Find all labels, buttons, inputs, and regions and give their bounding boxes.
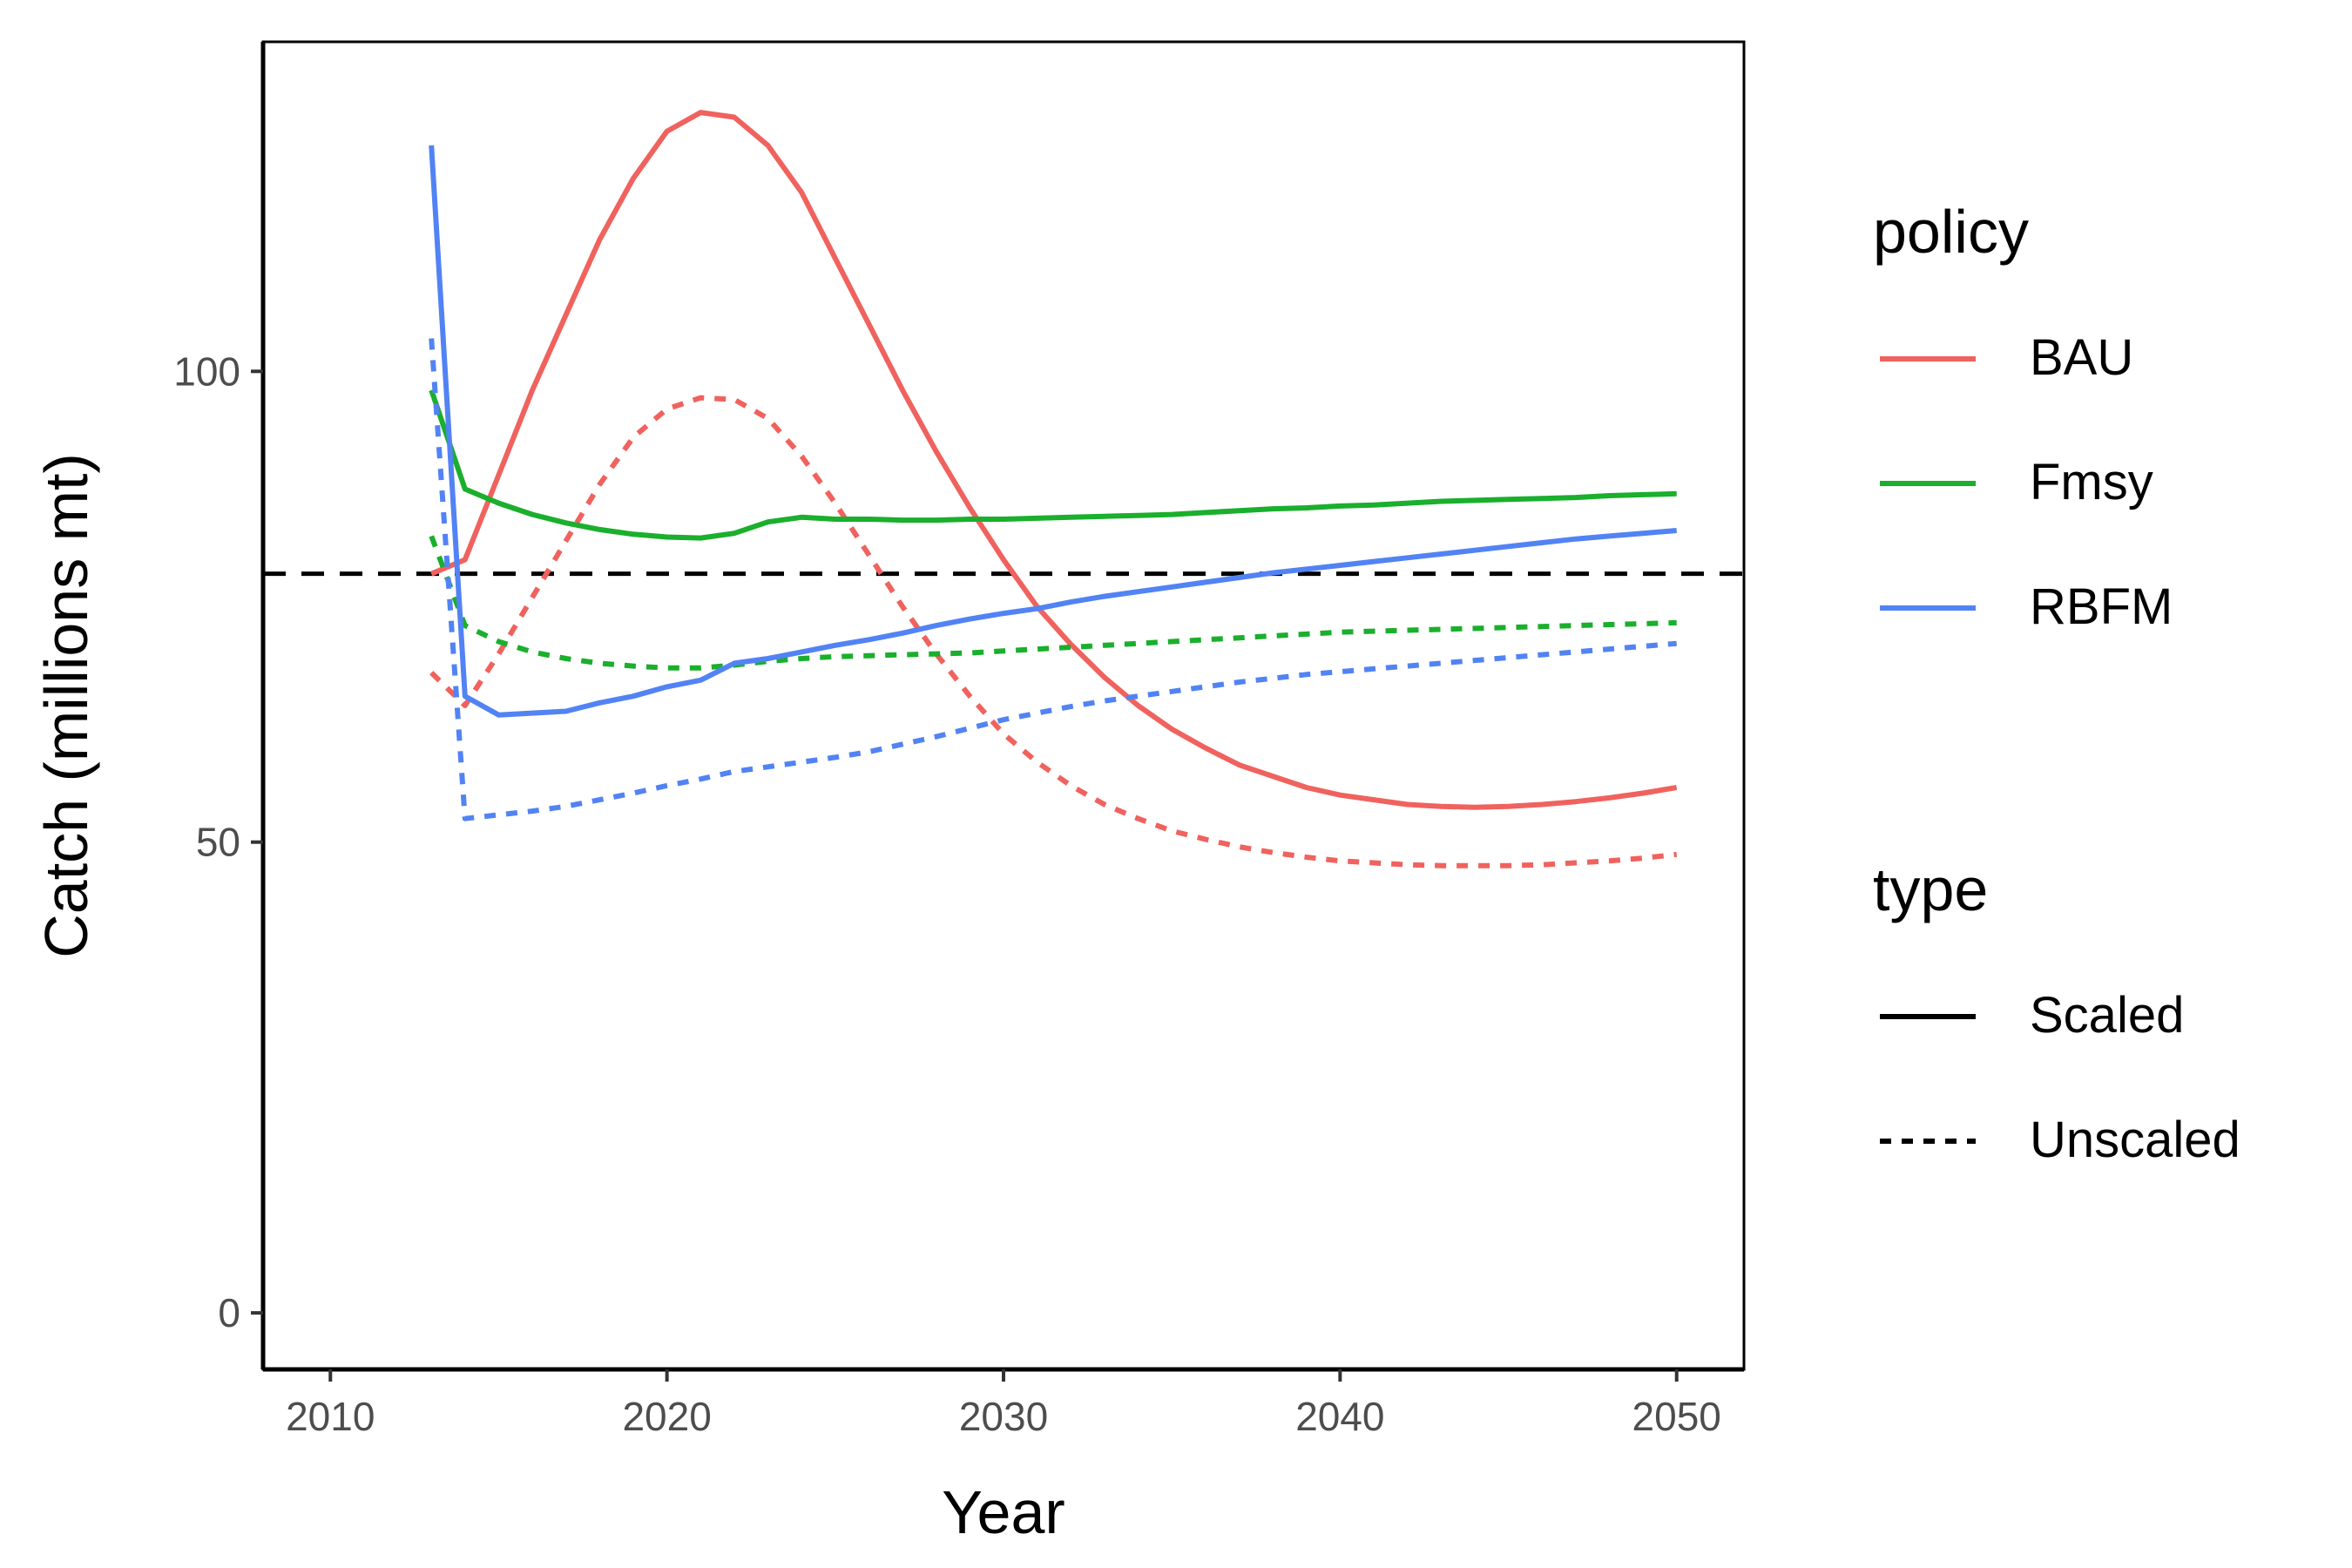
series-line-rbfm-unscaled bbox=[429, 338, 1677, 821]
series-layer bbox=[429, 110, 1678, 868]
series-line-fmsy-scaled bbox=[429, 389, 1677, 541]
series-line-rbfm-scaled bbox=[429, 145, 1677, 718]
x-tick-label: 2050 bbox=[1632, 1394, 1721, 1439]
x-tick-label: 2020 bbox=[622, 1394, 711, 1439]
legend-label-bau: BAU bbox=[2030, 329, 2133, 386]
legend-label-scaled: Scaled bbox=[2030, 987, 2184, 1044]
legend-title-policy: policy bbox=[1873, 198, 2029, 266]
legend: policy BAU Fmsy RBFM type Scaled Unscaled bbox=[1873, 198, 2240, 1168]
series-line-bau-unscaled bbox=[429, 395, 1678, 868]
x-axis-title: Year bbox=[942, 1478, 1064, 1546]
x-tick-label: 2040 bbox=[1295, 1394, 1384, 1439]
y-axis-ticks: 0 50 100 bbox=[173, 348, 263, 1335]
series-line-bau-scaled bbox=[430, 110, 1678, 810]
legend-label-fmsy: Fmsy bbox=[2030, 454, 2153, 510]
legend-label-unscaled: Unscaled bbox=[2030, 1112, 2240, 1168]
x-tick-label: 2010 bbox=[286, 1394, 375, 1439]
x-axis-ticks: 2010 2020 2030 2040 2050 bbox=[286, 1369, 1721, 1439]
y-axis-title: Catch (millions mt) bbox=[32, 453, 100, 958]
legend-label-rbfm: RBFM bbox=[2030, 578, 2173, 635]
y-tick-label: 50 bbox=[196, 820, 240, 865]
x-tick-label: 2030 bbox=[959, 1394, 1048, 1439]
plot-panel bbox=[260, 40, 1746, 1372]
y-tick-label: 0 bbox=[218, 1290, 240, 1335]
y-tick-label: 100 bbox=[173, 348, 240, 394]
legend-title-type: type bbox=[1873, 855, 1988, 923]
